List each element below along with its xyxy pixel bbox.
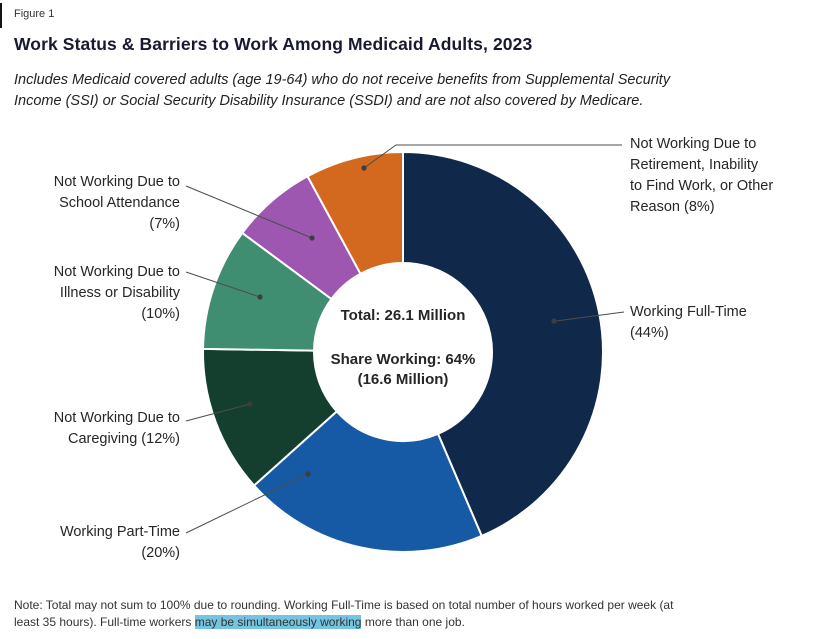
- leader-dot-fulltime: [551, 318, 557, 324]
- leader-dot-illness: [257, 294, 263, 300]
- leader-line-school: [185, 185, 313, 239]
- donut-segment-working-part-time[interactable]: [252, 410, 484, 553]
- donut-slices[interactable]: [202, 150, 605, 553]
- footnote-line2-pre: least 35 hours). Full-time workers: [14, 615, 195, 629]
- callout-caregiving: Not Working Due to Caregiving (12%): [53, 410, 180, 447]
- donut-center-text: Total: 26.1 Million Share Working: 64% (…: [303, 306, 503, 390]
- leader-dot-school: [309, 235, 315, 241]
- share-working-count: (16.6 Million): [357, 371, 449, 388]
- leader-dot-retirement: [361, 165, 367, 171]
- callout-working-part-time: Working Part-Time (20%): [59, 524, 180, 561]
- callout-school-attendance: Not Working Due to School Attendance (7%…: [53, 174, 180, 232]
- leader-dots: [247, 165, 557, 477]
- footnote-line2-post: more than one job.: [361, 615, 465, 629]
- leader-line-fulltime: [555, 311, 625, 322]
- footnote-line1: Note: Total may not sum to 100% due to r…: [14, 598, 674, 612]
- footnote-line2: least 35 hours). Full-time workers may b…: [14, 614, 806, 631]
- leader-dot-caregiving: [247, 401, 253, 407]
- leader-line-illness: [185, 271, 261, 298]
- left-edge-mark: [0, 3, 2, 28]
- share-working-label: Share Working: 64%: [330, 351, 476, 368]
- leader-line-retirement: [363, 144, 622, 169]
- callout-working-full-time: Working Full-Time (44%): [630, 304, 747, 341]
- leader-line-parttime: [185, 473, 309, 534]
- page-title: Work Status & Barriers to Work Among Med…: [14, 34, 533, 54]
- footnote-highlighted-text: may be simultaneously working: [194, 615, 362, 629]
- footnote: Note: Total may not sum to 100% due to r…: [14, 597, 806, 631]
- callout-retirement-other: Not Working Due to Retirement, Inability…: [630, 136, 774, 215]
- leader-line-caregiving: [185, 403, 251, 422]
- figure-subtitle: Includes Medicaid covered adults (age 19…: [14, 72, 671, 109]
- leader-dot-parttime: [305, 471, 311, 477]
- total-label: Total: 26.1 Million: [340, 307, 466, 324]
- donut-segment-not-working-retirement-other[interactable]: [306, 150, 404, 276]
- donut-segment-working-full-time[interactable]: [402, 150, 605, 538]
- figure-label: Figure 1: [14, 8, 55, 20]
- callout-illness-disability: Not Working Due to Illness or Disability…: [53, 264, 180, 322]
- leader-lines: [185, 144, 625, 534]
